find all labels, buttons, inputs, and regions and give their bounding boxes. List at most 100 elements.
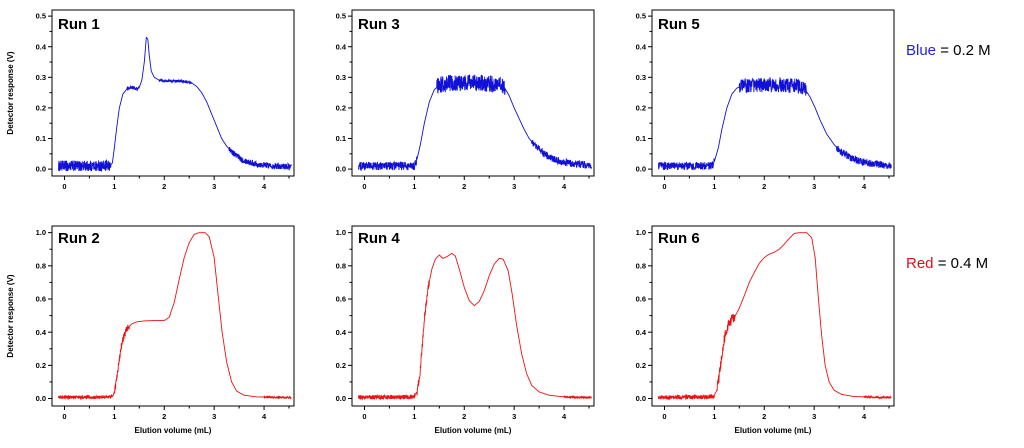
legend-blue-value: = 0.2 M [936, 42, 991, 59]
y-tick-label: 0.2 [36, 104, 46, 113]
x-tick-label: 2 [462, 182, 466, 191]
run-2-chart-svg: 0 1 2 3 4 0.0 0.2 0.4 0.6 0.8 1.0 Detector response… [6, 225, 295, 435]
chart-panel-run-5: Run 5 0 1 2 3 4 0.0 0.1 0.2 0.3 0.4 0.5 [600, 0, 900, 214]
x-axis-label: Elution volume (mL) [435, 426, 512, 435]
x-axis-label: Elution volume (mL) [135, 426, 212, 435]
y-tick-label: 0.6 [636, 295, 646, 304]
x-tick-label: 0 [62, 182, 66, 191]
chart-panel-run-3: Run 3 0 1 2 3 4 0.0 0.1 0.2 0.3 0.4 0.5 [300, 0, 600, 214]
run-5-label: Run 5 [658, 16, 700, 33]
trace-run-6 [658, 232, 892, 401]
y-tick-label: 0.3 [336, 73, 346, 82]
x-tick-label: 3 [812, 182, 816, 191]
chart-panel-run-2: Run 2 0 1 2 3 4 0.0 0.2 0.4 0.6 0.8 1.0 Detector re… [0, 214, 300, 448]
y-tick-label: 0.3 [36, 73, 46, 82]
y-tick-label: 0.0 [336, 394, 346, 403]
x-tick-label: 0 [662, 182, 666, 191]
trace-run-1 [58, 36, 292, 172]
x-tick-label: 1 [712, 412, 716, 421]
run-5-chart-svg: 0 1 2 3 4 0.0 0.1 0.2 0.3 0.4 0.5 [636, 9, 895, 191]
trace-run-2 [58, 232, 292, 401]
y-tick-label: 0.0 [36, 165, 46, 174]
y-tick-label: 0.2 [36, 361, 46, 370]
y-tick-label: 0.6 [336, 295, 346, 304]
x-tick-label: 0 [62, 412, 66, 421]
y-tick-label: 0.0 [636, 165, 646, 174]
x-tick-label: 4 [862, 182, 867, 191]
run-3-chart-svg: 0 1 2 3 4 0.0 0.1 0.2 0.3 0.4 0.5 [336, 9, 595, 191]
plot-frame [51, 9, 295, 177]
run-4-chart-svg: 0 1 2 3 4 0.0 0.2 0.4 0.6 0.8 1.0 Elution volume (m… [336, 225, 595, 435]
run-6-chart-svg: 0 1 2 3 4 0.0 0.2 0.4 0.6 0.8 1.0 Elution volume (m… [636, 225, 895, 435]
chart-panel-run-6: Run 6 0 1 2 3 4 0.0 0.2 0.4 0.6 0.8 1.0 Elution vol… [600, 214, 900, 448]
y-tick-label: 0.8 [336, 261, 346, 270]
y-tick-label: 0.4 [336, 328, 347, 337]
run-6-label: Run 6 [658, 230, 700, 247]
x-tick-label: 1 [712, 182, 716, 191]
plot-frame [651, 9, 895, 177]
x-tick-label: 3 [512, 182, 516, 191]
chart-panel-run-4: Run 4 0 1 2 3 4 0.0 0.2 0.4 0.6 0.8 1.0 Elution vol… [300, 214, 600, 448]
legend-blue-name: Blue [906, 42, 937, 59]
x-tick-label: 4 [862, 412, 867, 421]
y-tick-label: 0.1 [636, 134, 646, 143]
y-tick-label: 0.2 [336, 361, 346, 370]
y-tick-label: 0.4 [636, 328, 647, 337]
x-tick-label: 4 [262, 182, 267, 191]
y-tick-label: 0.0 [636, 394, 646, 403]
plot-frame [351, 9, 595, 177]
y-tick-label: 0.2 [636, 104, 646, 113]
y-tick-label: 0.4 [36, 328, 47, 337]
run-4-label: Run 4 [358, 230, 400, 247]
legend-item-red: Red = 0.4 M [906, 255, 988, 272]
trace-run-5 [658, 76, 892, 171]
legend-red-value: = 0.4 M [933, 255, 989, 272]
run-1-chart-svg: 0 1 2 3 4 0.0 0.1 0.2 0.3 0.4 0.5 Detector response… [6, 9, 295, 191]
y-tick-label: 0.8 [36, 261, 46, 270]
trace-run-4 [358, 252, 592, 401]
legend-red-name: Red [906, 255, 934, 272]
y-tick-label: 1.0 [336, 228, 346, 237]
plot-frame [351, 225, 595, 407]
y-tick-label: 0.5 [36, 12, 46, 21]
y-tick-label: 0.0 [36, 394, 46, 403]
x-tick-label: 2 [162, 182, 166, 191]
x-tick-label: 3 [212, 182, 216, 191]
y-tick-label: 0.8 [636, 261, 646, 270]
y-tick-label: 0.3 [636, 73, 646, 82]
y-tick-label: 0.1 [36, 134, 46, 143]
y-tick-label: 1.0 [36, 228, 46, 237]
x-tick-label: 0 [362, 182, 366, 191]
x-tick-label: 4 [562, 412, 567, 421]
x-tick-label: 3 [212, 412, 216, 421]
legend-item-blue: Blue = 0.2 M [906, 42, 991, 59]
x-tick-label: 4 [562, 182, 567, 191]
y-tick-label: 1.0 [636, 228, 646, 237]
y-tick-label: 0.5 [636, 12, 646, 21]
x-tick-label: 1 [412, 412, 416, 421]
x-tick-label: 3 [512, 412, 516, 421]
x-tick-label: 1 [112, 412, 116, 421]
trace-run-3 [358, 74, 592, 172]
y-tick-label: 0.2 [336, 104, 346, 113]
y-tick-label: 0.4 [36, 42, 47, 51]
run-3-label: Run 3 [358, 16, 400, 33]
x-tick-label: 0 [362, 412, 366, 421]
y-tick-label: 0.4 [336, 42, 347, 51]
chart-panel-run-1: Run 1 0 1 2 3 4 0.0 0.1 0.2 0.3 0.4 0.5 Detector re… [0, 0, 300, 214]
plot-frame [51, 225, 295, 407]
y-tick-label: 0.6 [36, 295, 46, 304]
run-1-label: Run 1 [58, 16, 100, 33]
x-tick-label: 1 [412, 182, 416, 191]
x-axis-label: Elution volume (mL) [735, 426, 812, 435]
x-tick-label: 2 [762, 182, 766, 191]
x-tick-label: 2 [162, 412, 166, 421]
x-tick-label: 2 [762, 412, 766, 421]
y-axis-label: Detector response (V) [6, 274, 15, 357]
legend: Blue = 0.2 M Red = 0.4 M [900, 0, 1024, 448]
x-tick-label: 1 [112, 182, 116, 191]
y-tick-label: 0.2 [636, 361, 646, 370]
y-tick-label: 0.4 [636, 42, 647, 51]
y-tick-label: 0.5 [336, 12, 346, 21]
